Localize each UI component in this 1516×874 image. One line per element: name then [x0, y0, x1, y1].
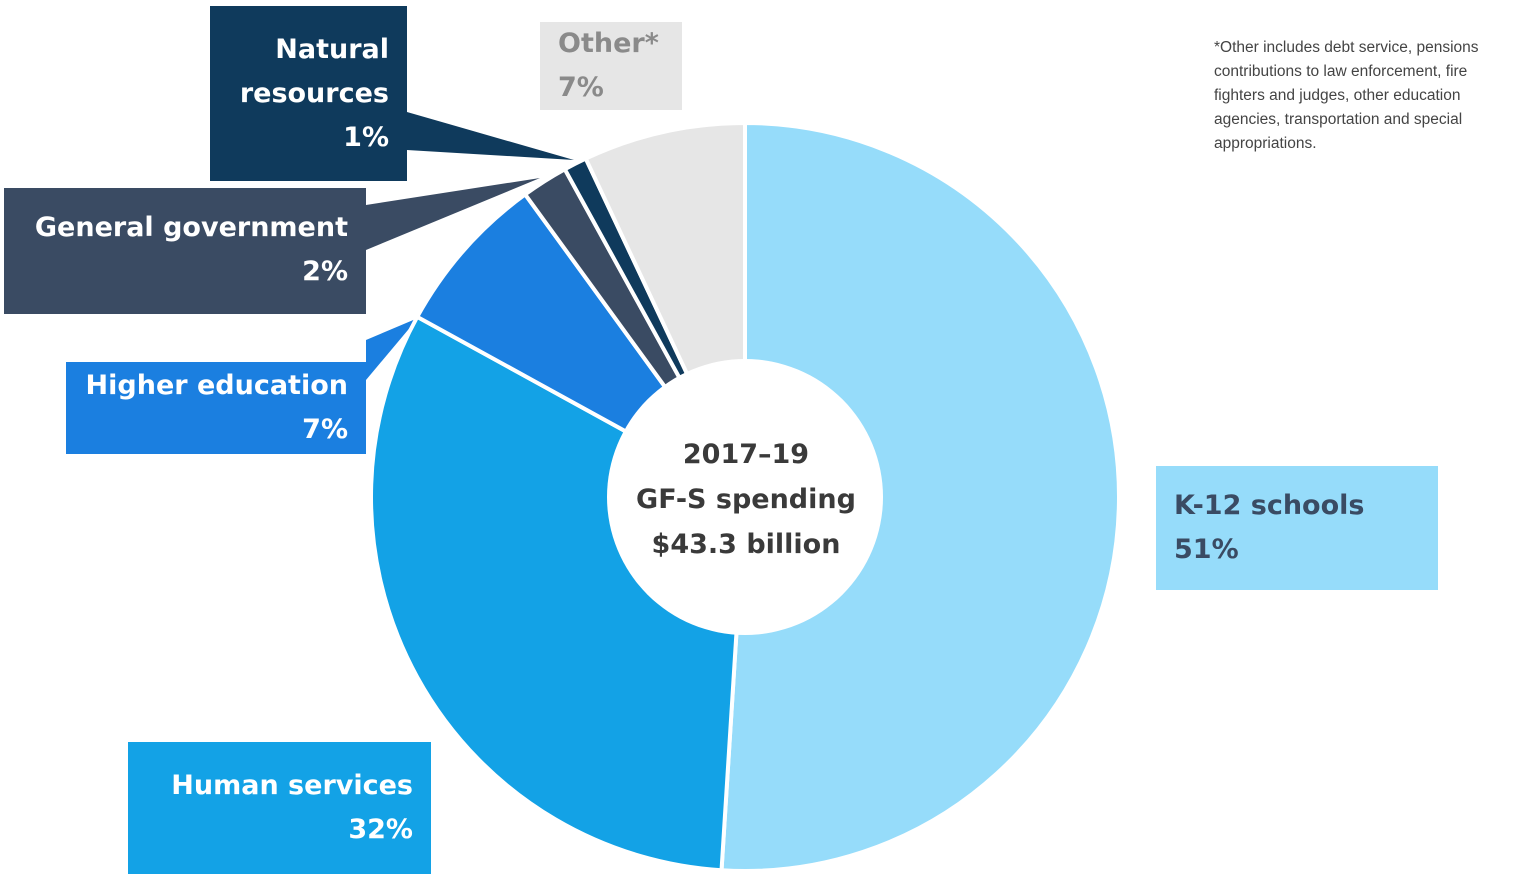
human-services-label: Human services 32% [128, 742, 431, 874]
natural-resources-name-line1: Natural [275, 34, 389, 65]
human-services-name: Human services [171, 770, 413, 801]
general-government-label: General government 2% [4, 188, 366, 314]
higher-education-label: Higher education 7% [66, 362, 366, 454]
human-services-pct: 32% [348, 814, 413, 845]
connector-general-government [366, 178, 540, 250]
center-label-total: $43.3 billion [651, 529, 841, 560]
other-pct: 7% [558, 72, 604, 103]
k12-schools-label: K-12 schools 51% [1156, 466, 1438, 590]
footnote: *Other includes debt service, pensions c… [1214, 39, 1479, 152]
higher-education-name: Higher education [85, 370, 348, 401]
connector-higher-education [366, 318, 418, 380]
natural-resources-name-line2: resources [239, 78, 389, 109]
k12-schools-name: K-12 schools [1174, 490, 1365, 521]
donut-hole [607, 359, 883, 635]
other-label: Other* 7% [540, 22, 682, 110]
natural-resources-pct: 1% [343, 122, 389, 153]
label-connectors [366, 112, 574, 380]
natural-resources-label: Natural resources 1% [210, 6, 407, 181]
general-government-pct: 2% [302, 256, 348, 287]
other-name: Other* [558, 28, 659, 59]
slice-k-12-schools [719, 120, 1121, 873]
donut-center-label: 2017–19 GF-S spending $43.3 billion [606, 432, 886, 567]
center-label-period: 2017–19 [682, 439, 810, 470]
general-government-name: General government [34, 212, 348, 243]
higher-education-pct: 7% [302, 414, 348, 445]
k12-schools-pct: 51% [1174, 534, 1239, 565]
center-label-measure: GF-S spending [636, 484, 856, 515]
connector-natural-resources [407, 112, 574, 160]
